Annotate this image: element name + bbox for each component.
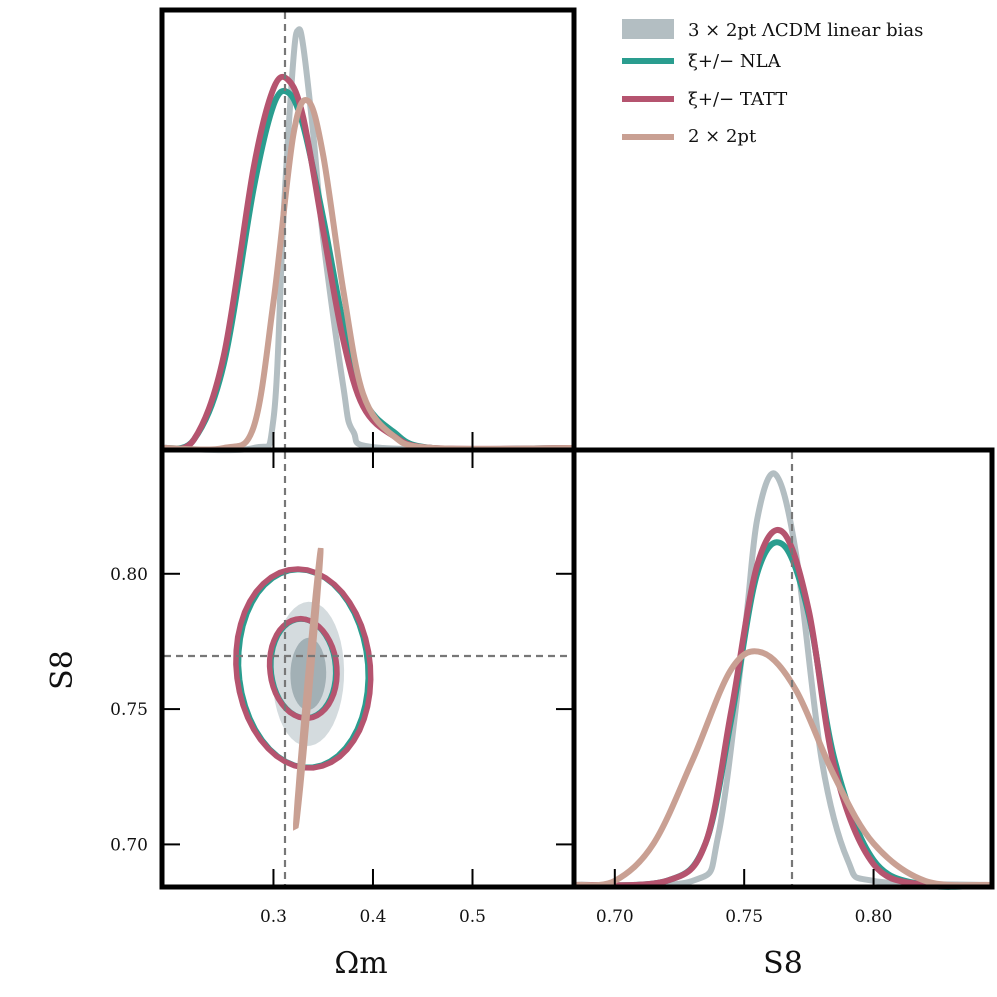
tick-label-omega-m-0: 0.3 [260,907,287,927]
tick-label-omega-m-2: 0.5 [459,907,486,927]
panel-s8-marginal: 0.70 0.75 0.80 [571,447,995,927]
tick-label-s8-bottom-1: 0.75 [725,907,763,927]
contour-2sigma-tatt [233,566,374,771]
legend-label-nla: ξ+/− NLA [688,51,782,72]
tick-label-s8-bottom-2: 0.80 [855,907,893,927]
legend-label-2x2pt: 2 × 2pt [688,126,757,147]
legend-swatch-lcdm [622,19,674,39]
curve-s8-nla [575,539,991,890]
curve-omega-m-lcdm [163,26,573,454]
curve-s8-lcdm [575,470,991,889]
curve-s8-2x2pt [575,648,991,889]
tick-label-omega-m-1: 0.4 [359,907,386,927]
panel-frame-omega-m-marginal [159,7,577,453]
tick-label-s8-left-0: 0.70 [110,835,148,855]
tick-label-s8-left-2: 0.80 [110,565,148,585]
contour-1sigma-tatt [266,615,340,721]
curve-omega-m-2x2pt [163,97,573,453]
x-axis-title-s8: S8 [763,946,803,981]
legend: 3 × 2pt ΛCDM linear bias ξ+/− NLA ξ+/− T… [622,19,923,147]
tick-label-s8-bottom-0: 0.70 [596,907,634,927]
tick-label-s8-left-1: 0.75 [110,700,148,720]
panel-frame-s8-marginal [571,447,995,890]
panel-omega-m-s8-contours: 0.3 0.4 0.5 0.70 0.75 0.80 [110,447,577,927]
panel-omega-m-marginal [159,7,577,454]
curve-omega-m-tatt [163,73,573,453]
curve-s8-tatt [575,527,991,890]
curve-omega-m-nla [163,87,573,453]
y-axis-title-s8: S8 [45,650,80,690]
x-axis-title-omega-m: Ωm [334,946,387,981]
legend-label-lcdm: 3 × 2pt ΛCDM linear bias [688,20,923,41]
legend-label-tatt: ξ+/− TATT [688,89,787,110]
